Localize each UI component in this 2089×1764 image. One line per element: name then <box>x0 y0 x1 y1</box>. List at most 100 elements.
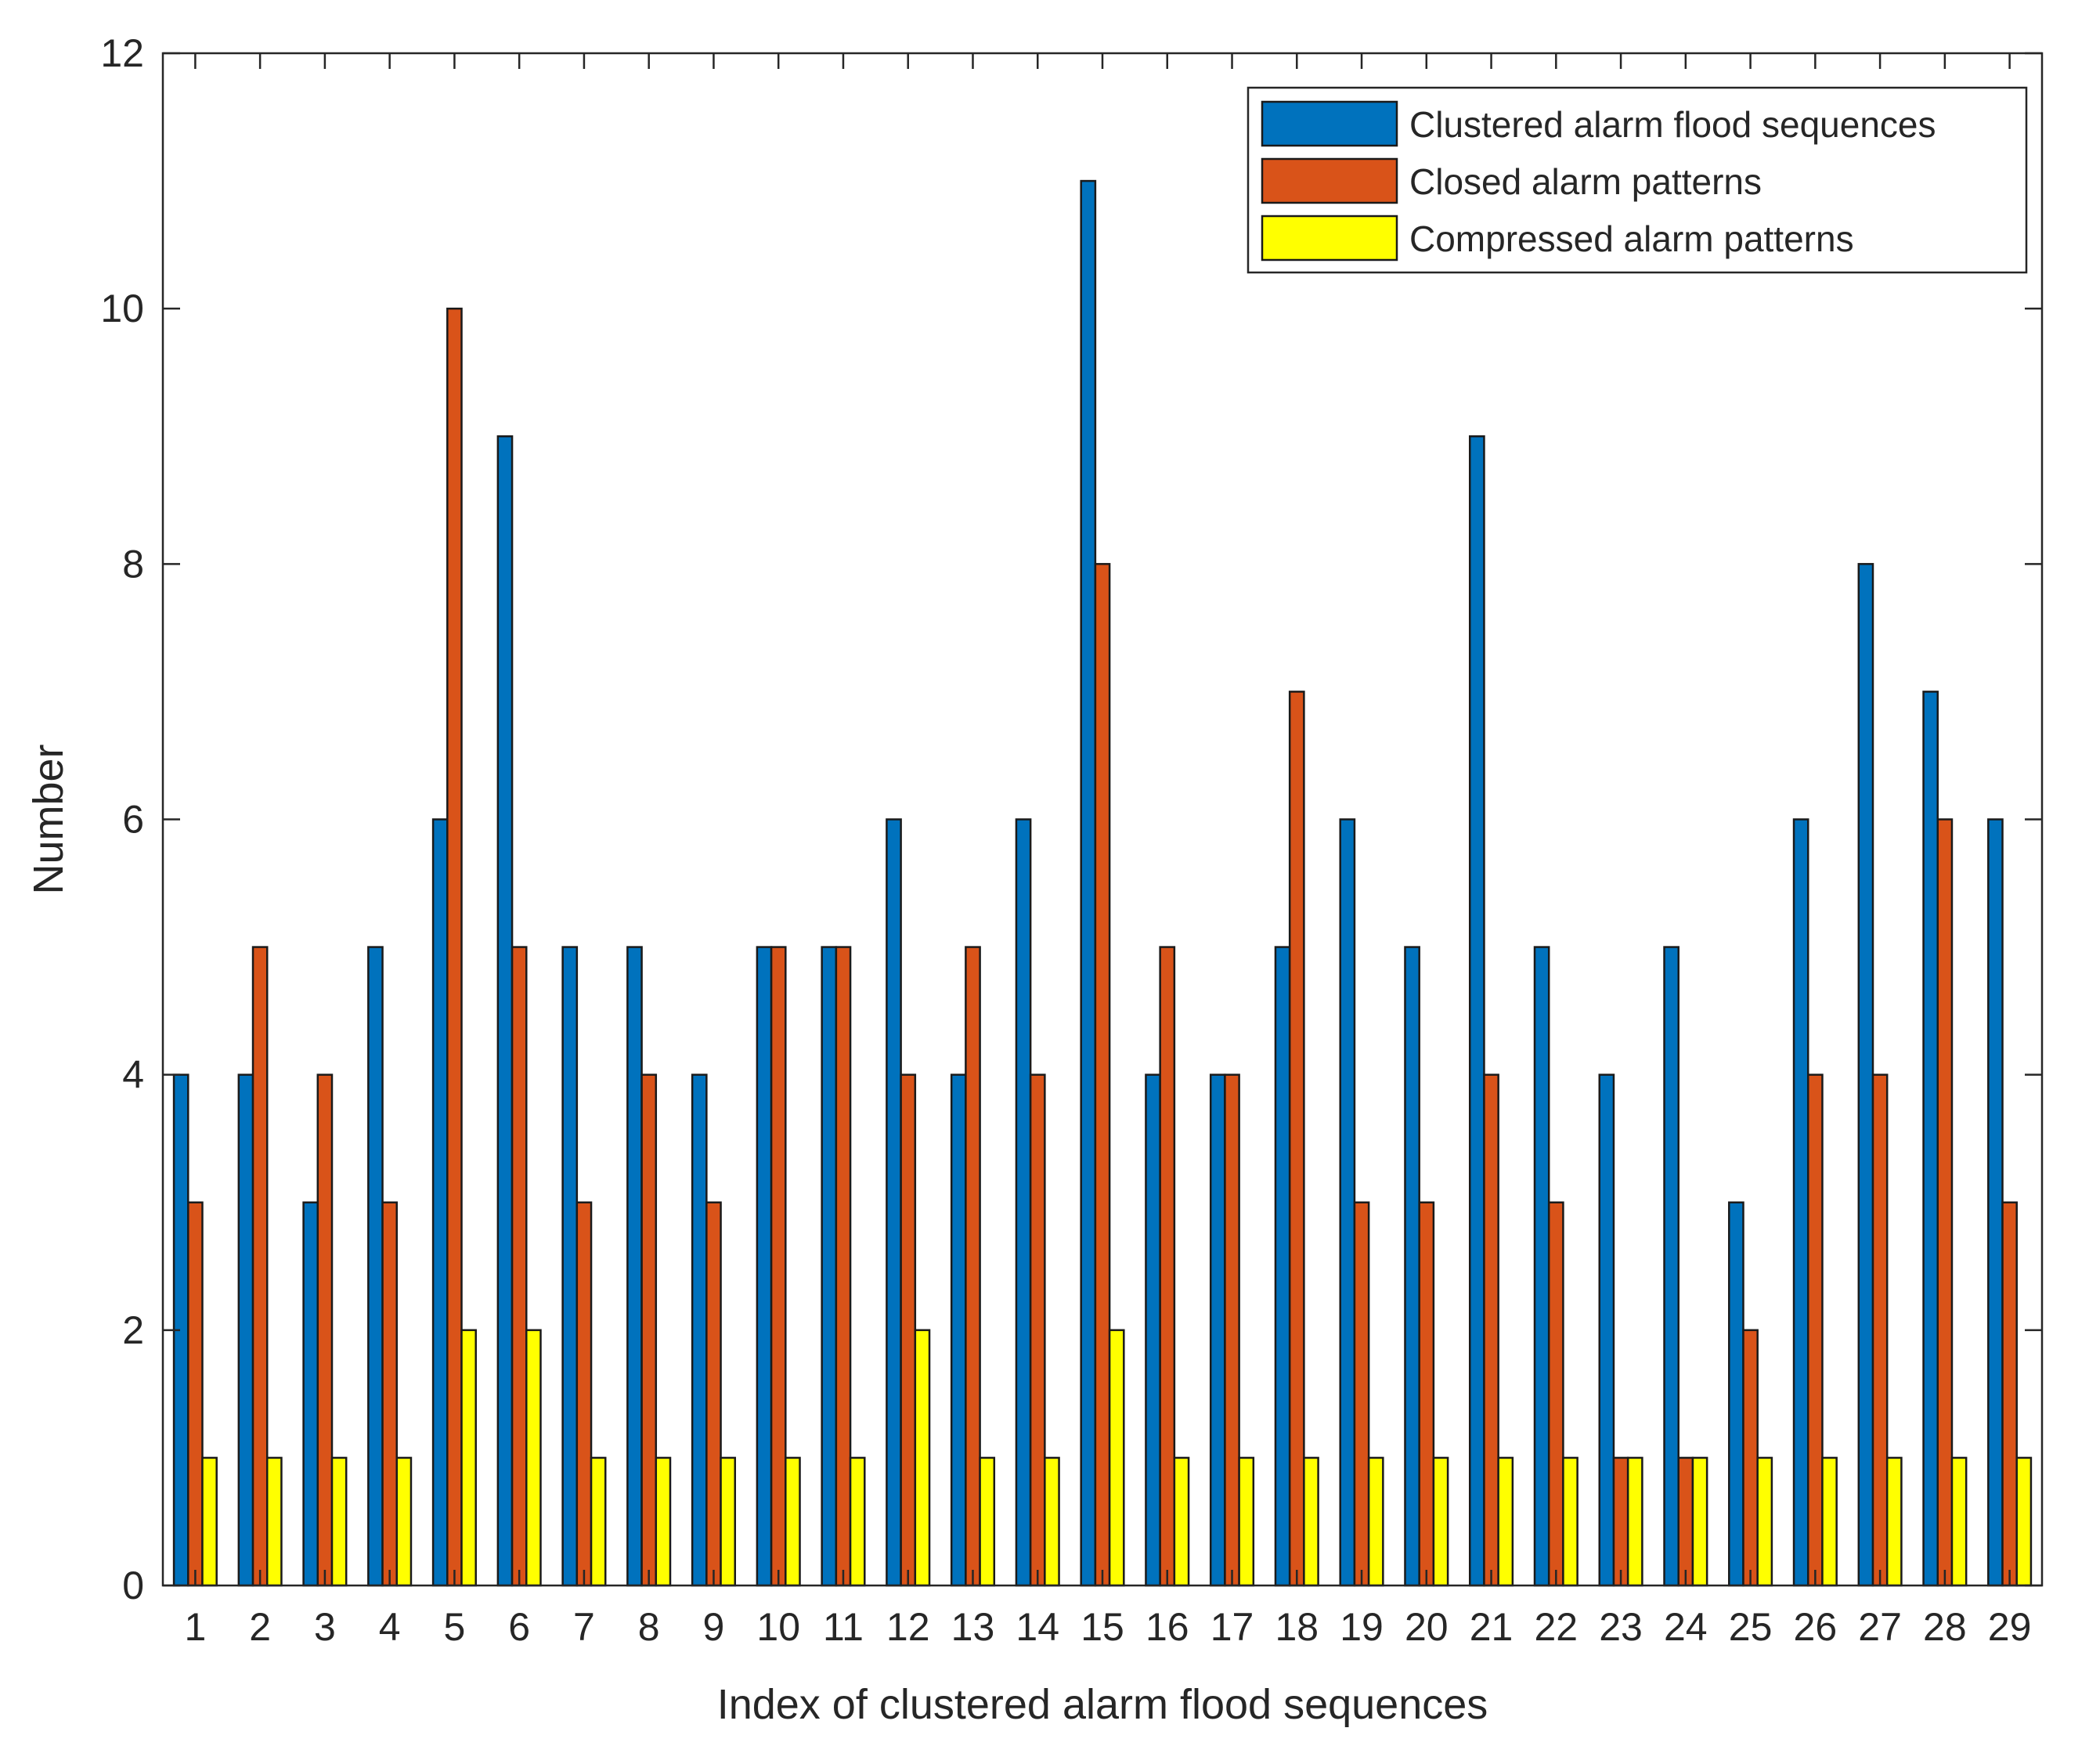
bar-series-2-cat-12 <box>900 1073 917 1587</box>
legend-label-2: Closed alarm patterns <box>1409 161 1762 202</box>
bar-series-3-cat-25 <box>1756 1456 1773 1587</box>
bar-series-1-cat-13 <box>950 1073 967 1587</box>
bar-series-2-cat-17 <box>1224 1073 1240 1587</box>
bar-series-1-cat-3 <box>302 1201 319 1587</box>
bar-series-1-cat-29 <box>1987 818 2004 1587</box>
bar-series-3-cat-1 <box>201 1456 218 1587</box>
bar-series-2-cat-10 <box>770 946 787 1587</box>
x-tick-label: 14 <box>1016 1605 1059 1649</box>
x-tick-label: 12 <box>886 1605 930 1649</box>
bar-series-2-cat-6 <box>511 946 528 1587</box>
x-tick-label: 28 <box>1923 1605 1967 1649</box>
bar-series-1-cat-27 <box>1857 563 1874 1587</box>
bar-series-3-cat-13 <box>979 1456 996 1587</box>
x-tick-label: 22 <box>1534 1605 1578 1649</box>
bars-layer <box>172 179 2033 1587</box>
bar-series-3-cat-17 <box>1238 1456 1255 1587</box>
x-tick-label: 4 <box>379 1605 401 1649</box>
bar-series-1-cat-22 <box>1533 946 1550 1587</box>
x-tick-label: 23 <box>1599 1605 1643 1649</box>
y-tick-label: 12 <box>100 31 144 75</box>
y-tick-label: 10 <box>100 287 144 330</box>
x-tick-label: 19 <box>1340 1605 1384 1649</box>
legend-swatch-3 <box>1261 215 1398 262</box>
bar-series-2-cat-28 <box>1936 818 1954 1587</box>
bar-series-1-cat-20 <box>1404 946 1420 1587</box>
legend-swatch-1 <box>1261 100 1398 147</box>
bar-series-3-cat-19 <box>1367 1456 1384 1587</box>
bar-series-2-cat-25 <box>1742 1329 1759 1587</box>
bar-series-2-cat-2 <box>251 946 269 1587</box>
bar-series-1-cat-15 <box>1080 179 1097 1587</box>
bar-series-3-cat-16 <box>1173 1456 1190 1587</box>
bar-series-2-cat-7 <box>575 1201 593 1587</box>
x-tick-label: 26 <box>1794 1605 1838 1649</box>
x-tick-label: 15 <box>1081 1605 1124 1649</box>
bar-series-2-cat-18 <box>1288 691 1305 1587</box>
x-tick-label: 11 <box>823 1605 864 1649</box>
bar-series-3-cat-2 <box>265 1456 283 1587</box>
axes-layer: 1 2 3 4 5 6 7 8 9 10 11 12 13 14 15 16 17 18 19 20 21 22 23 24 2… <box>100 31 2044 1649</box>
bar-series-1-cat-24 <box>1663 946 1679 1587</box>
bar-series-2-cat-29 <box>2001 1201 2018 1587</box>
bar-series-3-cat-29 <box>2015 1456 2033 1587</box>
bar-series-2-cat-22 <box>1547 1201 1564 1587</box>
bar-series-2-cat-19 <box>1353 1201 1370 1587</box>
bar-series-3-cat-23 <box>1626 1456 1643 1587</box>
x-tick-label: 10 <box>756 1605 800 1649</box>
bar-series-2-cat-15 <box>1094 563 1111 1587</box>
x-tick-label: 18 <box>1275 1605 1319 1649</box>
bar-series-2-cat-8 <box>640 1073 658 1587</box>
labels-layer: Index of clustered alarm flood sequences… <box>25 744 1488 1728</box>
bar-series-3-cat-3 <box>330 1456 348 1587</box>
bar-series-2-cat-23 <box>1612 1456 1629 1587</box>
bar-series-3-cat-22 <box>1562 1456 1578 1587</box>
x-tick-label: 29 <box>1988 1605 2032 1649</box>
y-tick-label: 8 <box>122 542 144 586</box>
bar-series-3-cat-26 <box>1821 1456 1838 1587</box>
bar-series-3-cat-18 <box>1303 1456 1319 1587</box>
legend: Clustered alarm flood sequences Closed al… <box>1247 86 2028 274</box>
bar-series-2-cat-9 <box>705 1201 722 1587</box>
bar-series-2-cat-1 <box>187 1201 204 1587</box>
bar-series-3-cat-8 <box>655 1456 672 1587</box>
bar-series-3-cat-15 <box>1108 1329 1125 1587</box>
bar-series-1-cat-16 <box>1145 1073 1161 1587</box>
x-tick-label: 25 <box>1729 1605 1773 1649</box>
bar-series-3-cat-27 <box>1885 1456 1903 1587</box>
x-tick-label: 17 <box>1210 1605 1254 1649</box>
x-tick-label: 21 <box>1470 1605 1514 1649</box>
bar-series-3-cat-4 <box>395 1456 413 1587</box>
bar-series-1-cat-11 <box>821 946 838 1587</box>
bar-series-1-cat-23 <box>1598 1073 1615 1587</box>
x-tick-label: 8 <box>638 1605 660 1649</box>
bar-series-2-cat-16 <box>1159 946 1176 1587</box>
x-tick-label: 5 <box>444 1605 466 1649</box>
x-tick-label: 16 <box>1146 1605 1189 1649</box>
bar-series-1-cat-7 <box>561 946 579 1587</box>
bar-series-2-cat-11 <box>835 946 852 1587</box>
bar-series-1-cat-12 <box>886 818 902 1587</box>
bar-series-3-cat-12 <box>914 1329 931 1587</box>
bar-series-1-cat-18 <box>1274 946 1291 1587</box>
bar-series-3-cat-10 <box>785 1456 801 1587</box>
bar-series-2-cat-4 <box>381 1201 399 1587</box>
bar-series-1-cat-25 <box>1728 1201 1744 1587</box>
bar-series-1-cat-10 <box>756 946 773 1587</box>
y-tick-label: 0 <box>122 1564 144 1607</box>
x-tick-label: 2 <box>249 1605 271 1649</box>
bar-series-2-cat-13 <box>965 946 981 1587</box>
bar-series-3-cat-5 <box>460 1329 477 1587</box>
legend-label-3: Compressed alarm patterns <box>1409 218 1854 259</box>
bar-series-1-cat-19 <box>1339 818 1356 1587</box>
bar-series-2-cat-26 <box>1806 1073 1824 1587</box>
bar-series-1-cat-26 <box>1792 818 1809 1587</box>
legend-label-1: Clustered alarm flood sequences <box>1409 104 1936 145</box>
bar-series-3-cat-21 <box>1497 1456 1514 1587</box>
y-tick-label: 4 <box>122 1053 144 1097</box>
bar-series-1-cat-14 <box>1015 818 1032 1587</box>
bar-series-1-cat-17 <box>1209 1073 1226 1587</box>
bar-series-3-cat-24 <box>1691 1456 1708 1587</box>
x-axis-label: Index of clustered alarm flood sequences <box>717 1681 1488 1728</box>
bar-series-2-cat-14 <box>1029 1073 1046 1587</box>
